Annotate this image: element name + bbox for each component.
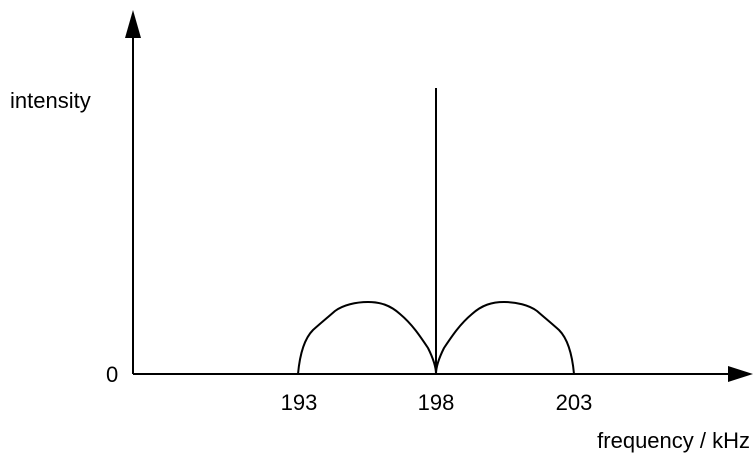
lower-sideband-curve <box>297 300 437 375</box>
x-tick-label-198: 198 <box>418 390 455 415</box>
x-axis-label: frequency / kHz <box>597 428 750 453</box>
x-tick-label-203: 203 <box>556 390 593 415</box>
y-axis-arrowhead <box>125 10 141 38</box>
y-axis-label: intensity <box>10 88 91 113</box>
y-zero-label: 0 <box>106 362 118 387</box>
x-tick-label-193: 193 <box>281 390 318 415</box>
upper-sideband-curve <box>435 300 575 375</box>
x-axis-arrowhead <box>728 366 753 382</box>
